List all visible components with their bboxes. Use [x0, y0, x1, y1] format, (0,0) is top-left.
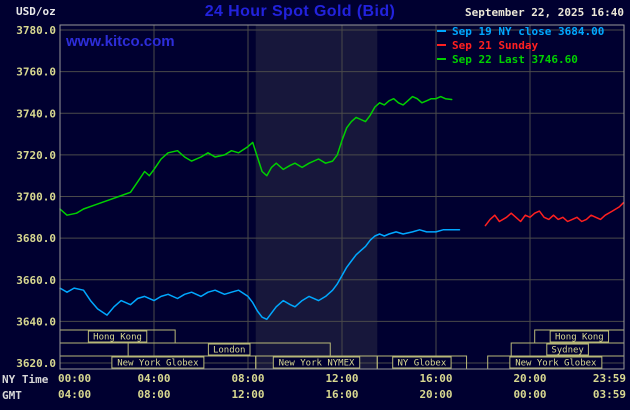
x-tick-gmt: 08:00	[137, 388, 170, 401]
session-label: Sydney	[551, 346, 584, 356]
kitco-watermark-link[interactable]: www.kitco.com	[66, 33, 175, 50]
y-tick-label: 3760.0	[16, 66, 56, 79]
series-line-sep21	[484, 201, 625, 227]
session-label-box	[509, 356, 603, 369]
session-label: Hong Kong	[555, 333, 604, 343]
session-label-box	[549, 330, 610, 343]
unit-label: USD/oz	[16, 5, 56, 18]
page-title: 24 Hour Spot Gold (Bid)	[204, 3, 396, 20]
y-tick-label: 3740.0	[16, 107, 56, 120]
series-line-sep19	[59, 229, 461, 321]
x-tick-gmt: 00:00	[513, 388, 546, 401]
legend-item: Sep 22 Last 3746.60	[437, 52, 604, 66]
legend-label: Sep 19 NY close 3684.00	[452, 24, 605, 38]
x-tick-ny-time: 00:00	[58, 372, 91, 385]
session-label: Hong Kong	[93, 333, 142, 343]
legend-label: Sep 22 Last 3746.60	[452, 52, 578, 66]
x-tick-gmt: 20:00	[419, 388, 452, 401]
y-tick-label: 3680.0	[16, 232, 56, 245]
x-tick-ny-time: 12:00	[325, 372, 358, 385]
legend-swatch	[437, 44, 446, 46]
session-label: NY Globex	[398, 359, 447, 369]
legend-label: Sep 21 Sunday	[452, 38, 539, 52]
session-label-box	[392, 356, 452, 369]
y-tick-label: 3700.0	[16, 191, 56, 204]
session-label: New York NYMEX	[279, 359, 355, 369]
ny-time-axis-label: NY Time	[2, 373, 49, 386]
session-label-box	[87, 330, 148, 343]
x-tick-ny-time: 20:00	[513, 372, 546, 385]
x-tick-ny-time: 16:00	[419, 372, 452, 385]
plot-border	[59, 24, 625, 370]
x-tick-gmt: 03:59	[593, 388, 626, 401]
datetime-label: September 22, 2025 16:40	[465, 6, 624, 19]
legend-swatch	[437, 30, 446, 32]
y-tick-label: 3780.0	[16, 24, 56, 37]
x-tick-ny-time: 23:59	[593, 372, 626, 385]
x-tick-gmt: 04:00	[58, 388, 91, 401]
y-tick-label: 3620.0	[16, 357, 56, 370]
session-label-box	[272, 356, 361, 369]
y-tick-label: 3660.0	[16, 274, 56, 287]
x-tick-gmt: 12:00	[231, 388, 264, 401]
session-label-box	[111, 356, 205, 369]
session-label: New York Globex	[515, 359, 597, 369]
y-tick-label: 3720.0	[16, 149, 56, 162]
session-label-box	[546, 343, 589, 356]
session-label: New York Globex	[117, 359, 199, 369]
session-label-box	[207, 343, 251, 356]
x-tick-ny-time: 04:00	[137, 372, 170, 385]
legend-item: Sep 19 NY close 3684.00	[437, 24, 604, 38]
gmt-axis-label: GMT	[2, 389, 22, 402]
x-tick-ny-time: 08:00	[231, 372, 264, 385]
legend-item: Sep 21 Sunday	[437, 38, 604, 52]
x-tick-gmt: 16:00	[325, 388, 358, 401]
session-label: London	[213, 346, 246, 356]
y-tick-label: 3640.0	[16, 315, 56, 328]
legend-swatch	[437, 58, 446, 60]
series-line-sep22	[59, 95, 453, 216]
legend: Sep 19 NY close 3684.00 Sep 21 Sunday Sep …	[437, 24, 604, 66]
